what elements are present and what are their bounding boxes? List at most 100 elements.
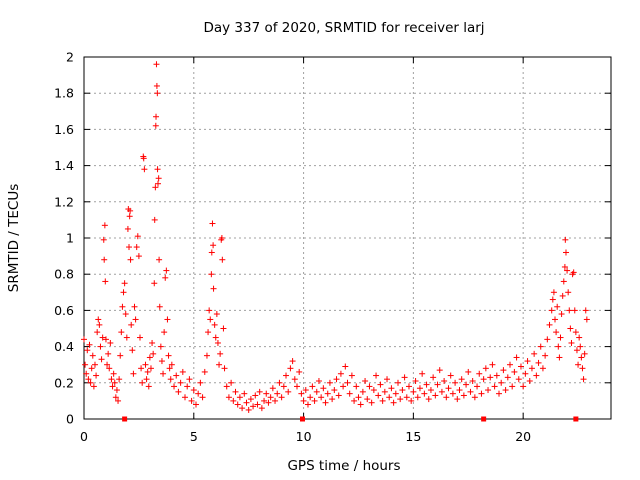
x-tick-label: 20 [515,429,531,444]
data-point [403,394,410,401]
data-point [430,374,437,381]
data-point [133,244,140,251]
data-point [265,399,272,406]
data-point [309,383,316,390]
data-point [583,316,590,323]
data-point [190,387,197,394]
data-point [100,236,107,243]
data-point [164,316,171,323]
data-point [573,347,580,354]
data-point [230,397,237,404]
data-point [467,388,474,395]
data-point [101,222,108,229]
data-point [293,383,300,390]
data-point [91,361,98,368]
data-point [419,370,426,377]
data-point [377,381,384,388]
data-point [348,372,355,379]
data-point [399,387,406,394]
y-tick-label: 0.8 [54,267,74,282]
data-point [115,397,122,404]
x-axis-markers [122,416,579,422]
data-point [386,394,393,401]
data-point [533,372,540,379]
data-point [489,361,496,368]
data-point [364,396,371,403]
data-point [213,311,220,318]
data-point [163,267,170,274]
data-point [250,403,257,410]
data-point [357,401,364,408]
data-point [576,334,583,341]
data-point [423,381,430,388]
data-point [90,383,97,390]
data-point [154,180,161,187]
data-point [331,387,338,394]
data-point [329,396,336,403]
data-point [557,334,564,341]
data-point [157,343,164,350]
data-point [154,166,161,173]
data-point [129,347,136,354]
data-point [555,343,562,350]
data-point [548,307,555,314]
data-point [416,385,423,392]
data-point [121,280,128,287]
data-point [201,368,208,375]
data-point [340,383,347,390]
data-point [158,358,165,365]
y-tick-label: 1.8 [54,86,74,101]
data-point [138,365,145,372]
data-point [566,307,573,314]
data-point [447,372,454,379]
data-point [351,397,358,404]
data-point [560,278,567,285]
data-point [381,388,388,395]
data-point [153,82,160,89]
data-point [245,406,252,413]
x-axis-label: GPS time / hours [287,458,400,474]
data-point [511,368,518,375]
data-point [449,390,456,397]
data-point [127,256,134,263]
data-point [232,388,239,395]
data-point [304,401,311,408]
data-point [153,113,160,120]
data-point [445,385,452,392]
data-points [81,61,590,413]
data-point [128,321,135,328]
data-point [210,285,217,292]
data-point [214,339,221,346]
data-point [570,269,577,276]
data-point [86,341,93,348]
data-point [485,387,492,394]
grid [84,57,611,419]
y-tick-label: 0.2 [54,375,74,390]
data-point [456,387,463,394]
data-point [285,388,292,395]
data-point [132,316,139,323]
data-point [571,307,578,314]
data-point [556,354,563,361]
data-point [81,336,87,343]
data-point [153,61,160,68]
data-point [171,383,178,390]
axis-ticks [83,56,611,420]
data-point [135,253,142,260]
data-point [300,397,307,404]
data-point [96,321,103,328]
data-point [274,390,281,397]
data-point [195,390,202,397]
data-point [326,379,333,386]
data-point [94,329,101,336]
data-point [221,365,228,372]
data-point [482,365,489,372]
data-point [436,367,443,374]
data-point [155,175,162,182]
data-point [421,390,428,397]
data-point [95,316,102,323]
data-point [441,377,448,384]
data-point [322,399,329,406]
data-point [553,329,560,336]
data-point [243,399,250,406]
